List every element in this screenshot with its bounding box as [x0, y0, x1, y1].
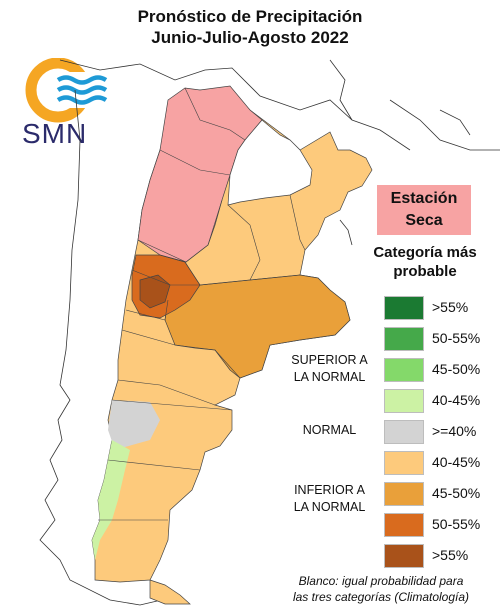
legend-swatch	[384, 327, 424, 351]
region-normal-gray	[108, 400, 160, 450]
legend-label: >=40%	[432, 423, 477, 439]
legend-swatch	[384, 358, 424, 382]
legend-item-8: >55%	[384, 544, 500, 568]
dry-season-badge: Estación Seca	[377, 185, 471, 235]
legend-item-0: >55%	[384, 296, 500, 320]
group-inferior-line-2: LA NORMAL	[293, 500, 366, 514]
legend-swatch	[384, 513, 424, 537]
map-title: Pronóstico de Precipitación Junio-Julio-…	[0, 6, 500, 48]
province-borders	[98, 87, 306, 521]
group-superior-line-2: LA NORMAL	[293, 370, 366, 384]
group-superior-line-1: SUPERIOR A	[291, 353, 368, 367]
footnote: Blanco: igual probabilidad para las tres…	[262, 573, 500, 605]
legend-label: 45-50%	[432, 361, 481, 377]
footnote-line-1: Blanco: igual probabilidad para	[298, 574, 464, 588]
legend-group-inferior: INFERIOR A LA NORMAL	[282, 482, 377, 516]
legend-label: >55%	[432, 299, 469, 315]
legend-group-superior: SUPERIOR A LA NORMAL	[282, 352, 377, 386]
region-equal-probability	[227, 119, 313, 206]
legend-label: 50-55%	[432, 330, 481, 346]
region-below-normal-over-55	[139, 274, 171, 309]
legend-label: 40-45%	[432, 454, 481, 470]
legend-swatch	[384, 451, 424, 475]
legend-label: 45-50%	[432, 485, 481, 501]
legend-title: Categoría más probable	[350, 243, 500, 281]
legend-label: 40-45%	[432, 392, 481, 408]
smn-logo-icon	[25, 58, 108, 123]
season-line-1: Estación	[390, 190, 458, 207]
legend-item-2: 45-50%	[384, 358, 500, 382]
legend-group-normal: NORMAL	[302, 423, 357, 437]
legend-label: >55%	[432, 547, 469, 563]
chile-coast	[39, 89, 171, 606]
legend-label: 50-55%	[432, 516, 481, 532]
legend-title-line-1: Categoría más	[373, 244, 477, 261]
legend-swatch	[384, 544, 424, 568]
legend-item-3: 40-45%	[384, 389, 500, 413]
legend-swatch	[384, 389, 424, 413]
legend-swatch	[384, 482, 424, 506]
legend-item-6: 45-50%	[384, 482, 500, 506]
legend-title-line-2: probable	[393, 263, 457, 280]
legend-item-5: 40-45%	[384, 451, 500, 475]
footnote-line-2: las tres categorías (Climatología)	[292, 590, 470, 604]
legend-swatch	[384, 420, 424, 444]
legend-item-1: 50-55%	[384, 327, 500, 351]
legend-item-4: >=40%	[384, 420, 500, 444]
season-line-2: Seca	[405, 212, 443, 229]
legend-swatch	[384, 296, 424, 320]
region-above-normal-40-45	[92, 440, 130, 560]
smn-logo-text: SMN	[22, 118, 88, 149]
tierra-del-fuego	[149, 579, 191, 605]
title-line-2: Junio-Julio-Agosto 2022	[151, 28, 349, 47]
legend-item-7: 50-55%	[384, 513, 500, 537]
title-line-1: Pronóstico de Precipitación	[137, 7, 363, 26]
group-inferior-line-1: INFERIOR A	[294, 483, 365, 497]
